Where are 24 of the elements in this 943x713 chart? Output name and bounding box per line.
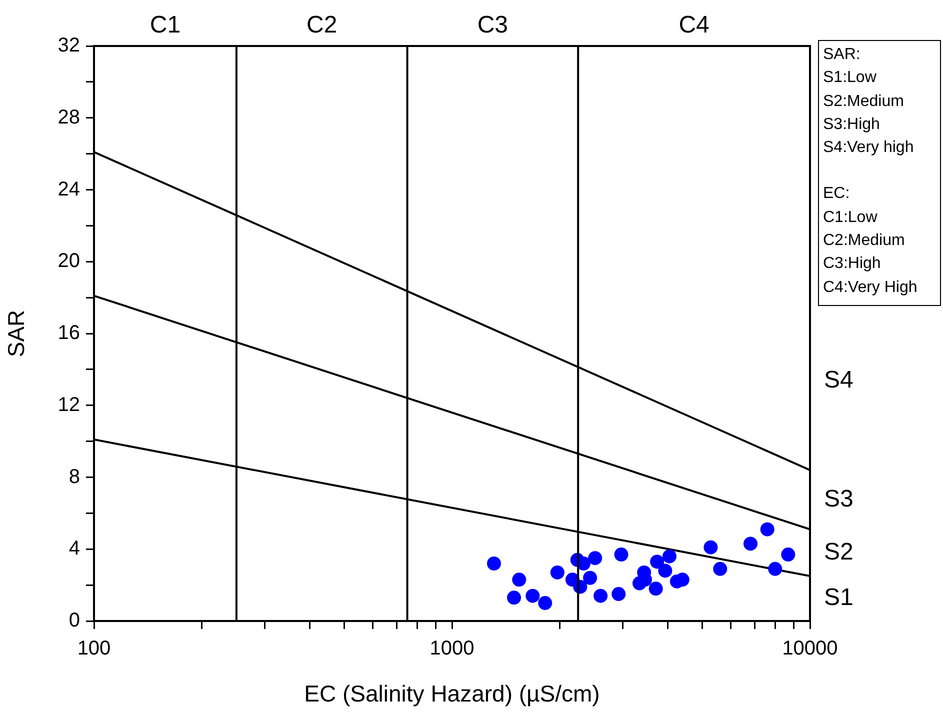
text: S4 — [824, 366, 854, 394]
text: C2 — [306, 12, 338, 39]
y-tick-label: 28 — [58, 106, 80, 128]
text: C3 — [477, 12, 508, 39]
text: S3 — [824, 485, 854, 512]
text: EC: C1:Low C2:Medium C3:High C4:Very High — [823, 184, 918, 298]
y-tick-label: 32 — [58, 34, 80, 57]
text: SAR: S1:Low S2:Medium S3:High S4:Very high — [823, 45, 915, 158]
text: C1 — [150, 12, 181, 39]
y-tick-label: 4 — [68, 538, 80, 560]
y-tick-label: 20 — [58, 250, 80, 272]
y-tick-label: 0 — [68, 610, 80, 632]
y-tick-label: 8 — [68, 466, 80, 488]
x-tick-label: 1000 — [430, 638, 474, 660]
text: C4 — [678, 12, 710, 39]
x-tick-label: 100 — [77, 638, 111, 660]
x-axis-title: EC (Salinity Hazard) (µS/cm) — [304, 680, 600, 707]
y-axis-title: SAR — [3, 310, 30, 358]
y-tick-label: 12 — [58, 394, 80, 416]
text: S2 — [824, 538, 854, 566]
text: S1 — [824, 584, 854, 612]
x-tick-label: 10000 — [782, 638, 838, 660]
y-tick-label: 24 — [58, 178, 80, 200]
y-tick-label: 16 — [58, 322, 80, 344]
